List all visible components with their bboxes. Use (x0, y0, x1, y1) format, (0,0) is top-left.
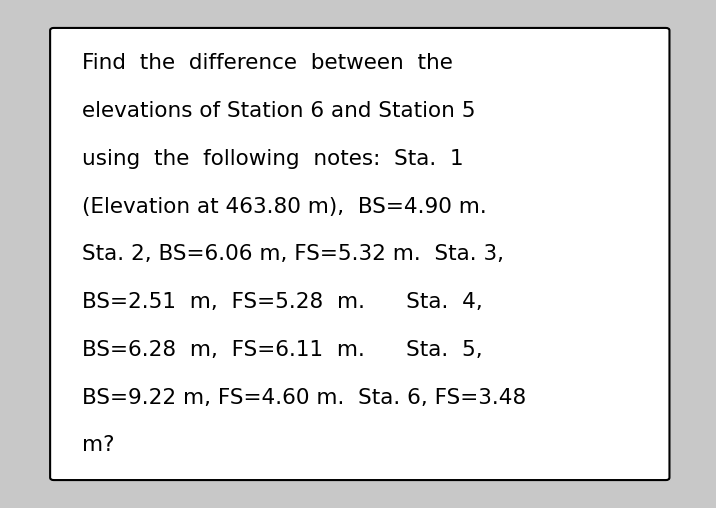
Text: BS=6.28  m,  FS=6.11  m.      Sta.  5,: BS=6.28 m, FS=6.11 m. Sta. 5, (82, 340, 483, 360)
Text: m?: m? (82, 435, 115, 455)
Text: Find  the  difference  between  the: Find the difference between the (82, 53, 453, 73)
Text: elevations of Station 6 and Station 5: elevations of Station 6 and Station 5 (82, 101, 476, 121)
Text: BS=9.22 m, FS=4.60 m.  Sta. 6, FS=3.48: BS=9.22 m, FS=4.60 m. Sta. 6, FS=3.48 (82, 388, 526, 407)
FancyBboxPatch shape (50, 28, 669, 480)
Text: (Elevation at 463.80 m),  BS=4.90 m.: (Elevation at 463.80 m), BS=4.90 m. (82, 197, 487, 216)
Text: BS=2.51  m,  FS=5.28  m.      Sta.  4,: BS=2.51 m, FS=5.28 m. Sta. 4, (82, 292, 483, 312)
Text: using  the  following  notes:  Sta.  1: using the following notes: Sta. 1 (82, 149, 464, 169)
Text: Sta. 2, BS=6.06 m, FS=5.32 m.  Sta. 3,: Sta. 2, BS=6.06 m, FS=5.32 m. Sta. 3, (82, 244, 504, 264)
